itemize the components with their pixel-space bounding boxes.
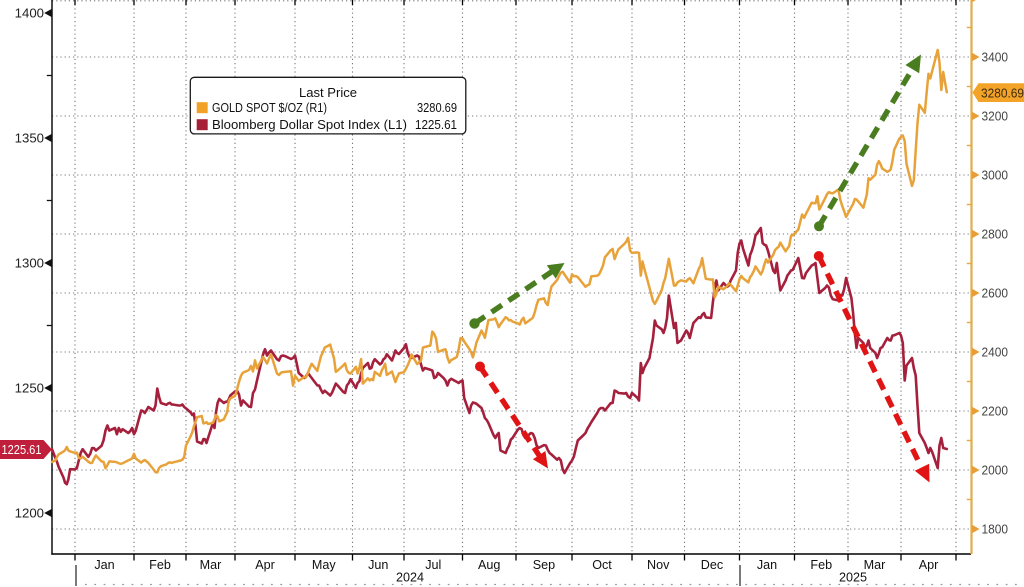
- svg-text:1400: 1400: [15, 6, 44, 21]
- svg-text:1250: 1250: [15, 381, 44, 396]
- svg-text:2024: 2024: [396, 571, 424, 585]
- svg-text:Nov: Nov: [647, 558, 670, 572]
- svg-text:Jun: Jun: [368, 558, 388, 572]
- svg-text:2200: 2200: [982, 404, 1009, 419]
- svg-text:3280.69: 3280.69: [417, 100, 457, 115]
- svg-text:Apr: Apr: [255, 558, 275, 572]
- svg-text:1225.61: 1225.61: [415, 117, 457, 132]
- svg-text:2400: 2400: [982, 345, 1009, 360]
- svg-text:1350: 1350: [15, 131, 44, 146]
- svg-text:Mar: Mar: [200, 558, 222, 572]
- svg-text:3000: 3000: [982, 168, 1009, 183]
- svg-text:Oct: Oct: [592, 558, 612, 572]
- svg-text:Aug: Aug: [478, 558, 500, 572]
- svg-text:2025: 2025: [839, 571, 867, 585]
- svg-text:Feb: Feb: [149, 558, 171, 572]
- svg-text:2800: 2800: [982, 227, 1009, 242]
- svg-text:Apr: Apr: [919, 558, 939, 572]
- svg-text:GOLD SPOT $/OZ (R1): GOLD SPOT $/OZ (R1): [212, 100, 327, 115]
- svg-text:Feb: Feb: [810, 558, 832, 572]
- svg-text:3200: 3200: [982, 109, 1009, 124]
- svg-text:1200: 1200: [15, 506, 44, 521]
- svg-text:Jan: Jan: [757, 558, 777, 572]
- svg-text:Mar: Mar: [864, 558, 886, 572]
- svg-text:Last Price: Last Price: [299, 85, 357, 100]
- svg-text:1225.61: 1225.61: [2, 442, 42, 457]
- svg-text:Bloomberg Dollar Spot Index (: Bloomberg Dollar Spot Index (L1): [212, 117, 407, 132]
- svg-text:1300: 1300: [15, 256, 44, 271]
- svg-text:May: May: [312, 558, 336, 572]
- svg-text:Jan: Jan: [94, 558, 114, 572]
- svg-text:Dec: Dec: [701, 558, 723, 572]
- svg-text:3400: 3400: [982, 50, 1009, 65]
- svg-text:Jul: Jul: [425, 558, 441, 572]
- svg-text:3280.69: 3280.69: [981, 86, 1024, 101]
- svg-text:2600: 2600: [982, 286, 1009, 301]
- svg-text:2000: 2000: [982, 463, 1009, 478]
- svg-text:1800: 1800: [982, 522, 1009, 537]
- svg-text:Sep: Sep: [533, 558, 555, 572]
